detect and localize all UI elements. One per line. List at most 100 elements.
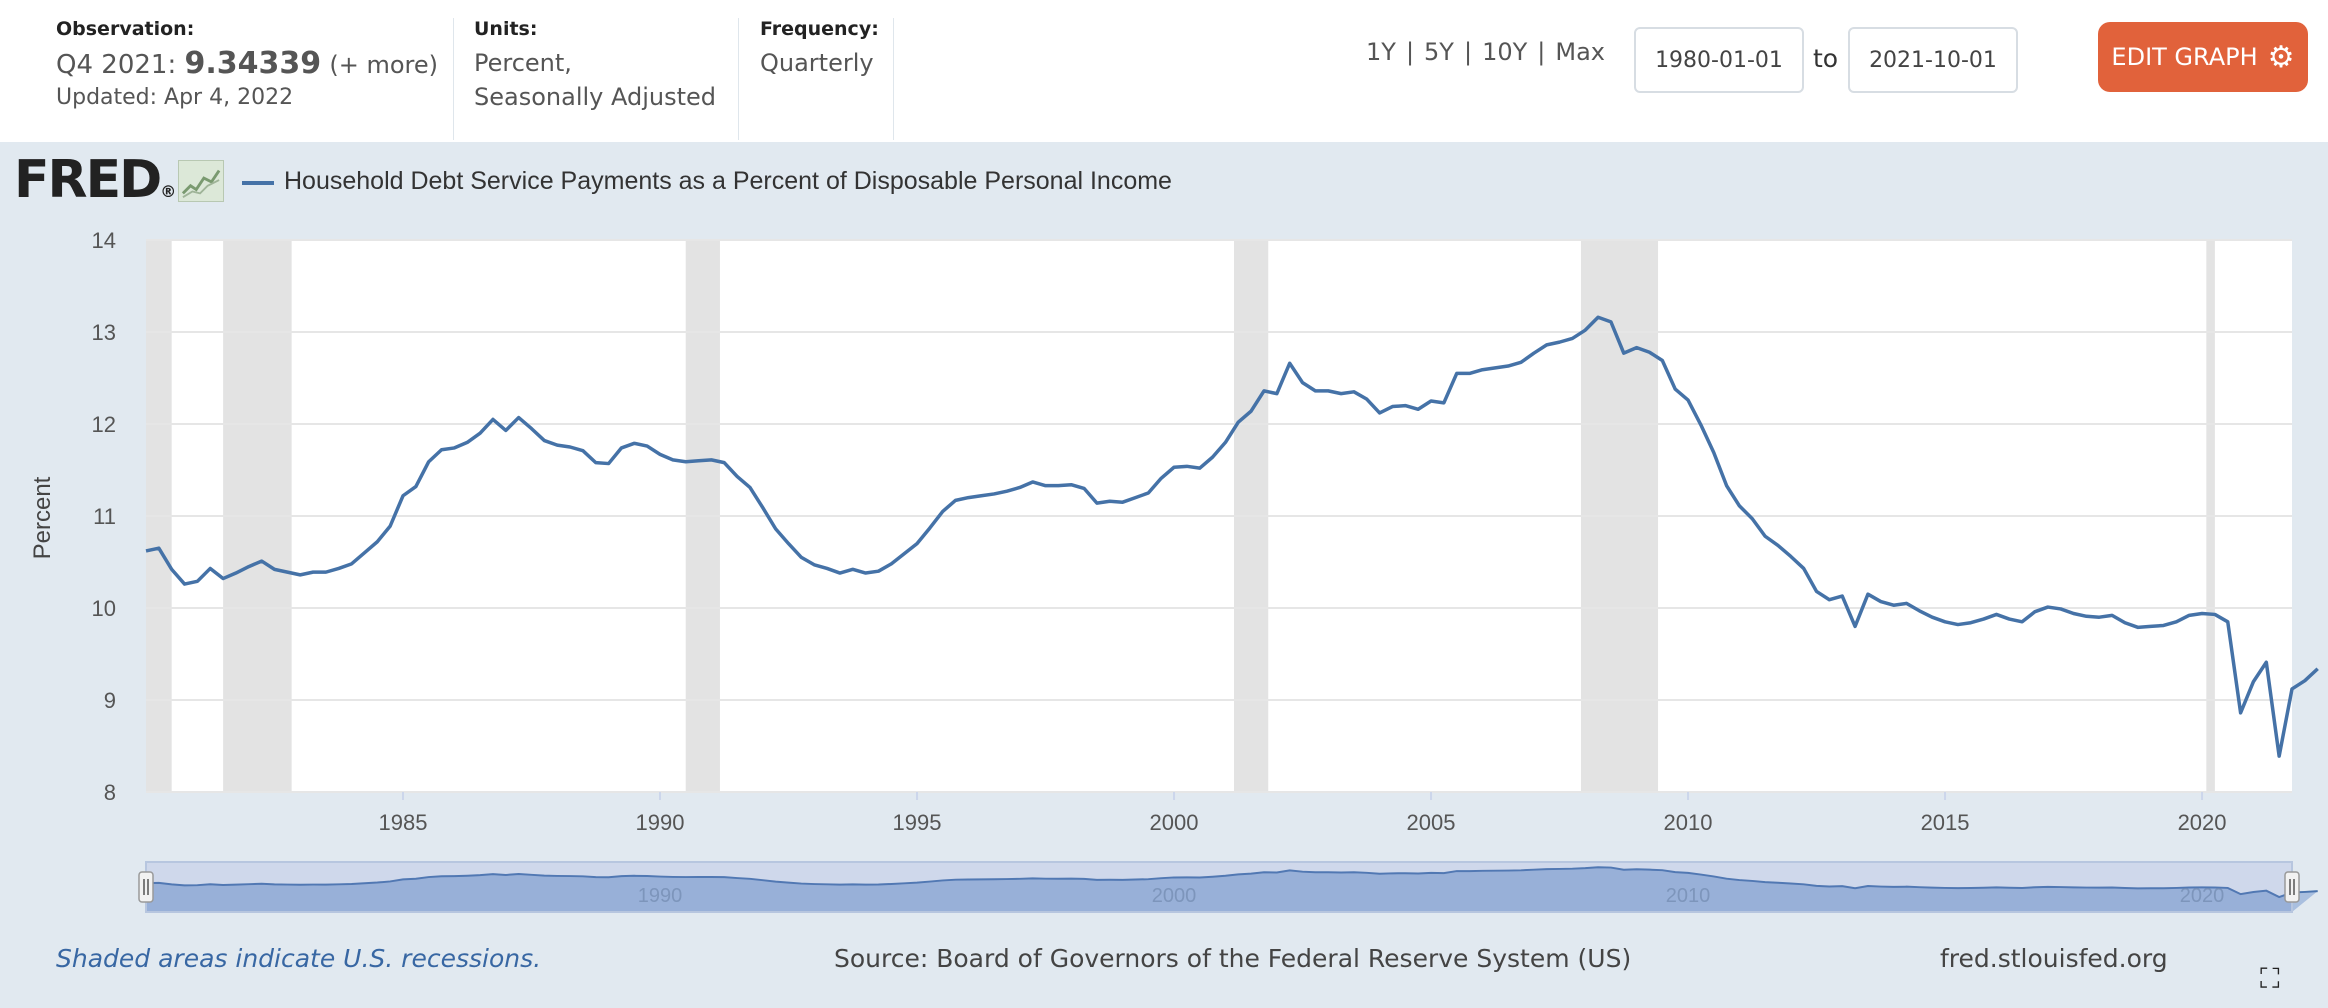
navigator-right-handle[interactable] — [2284, 871, 2300, 903]
site-link[interactable]: fred.stlouisfed.org — [1940, 944, 2168, 973]
observation-value: 9.34339 — [184, 46, 322, 81]
data-point — [1713, 451, 1715, 453]
data-point — [1468, 372, 1470, 374]
units-label: Units: — [474, 18, 538, 40]
data-point — [1327, 390, 1329, 392]
data-point — [1083, 487, 1085, 489]
navigator-left-handle[interactable] — [138, 871, 154, 903]
fred-logo[interactable]: FRED® — [14, 150, 176, 210]
data-point — [1533, 352, 1535, 354]
data-point — [620, 447, 622, 449]
data-point — [633, 442, 635, 444]
fred-graph-icon — [178, 160, 224, 202]
data-point — [2111, 614, 2113, 616]
recession-note: Shaded areas indicate U.S. recessions. — [56, 944, 542, 973]
data-point — [1044, 484, 1046, 486]
data-point — [1751, 518, 1753, 520]
data-point — [196, 580, 198, 582]
data-point — [1378, 412, 1380, 414]
data-point — [466, 441, 468, 443]
data-point — [1687, 399, 1689, 401]
navigator-line — [145, 866, 2318, 899]
data-point — [2059, 608, 2061, 610]
data-point — [1790, 555, 1792, 557]
data-point — [2317, 668, 2319, 670]
data-point — [428, 461, 430, 463]
data-point — [839, 572, 841, 574]
data-point — [248, 565, 250, 567]
y-tick-label: 14 — [92, 228, 116, 253]
gear-icon: ⚙ — [2267, 39, 2295, 75]
data-point — [1430, 400, 1432, 402]
data-point — [1237, 421, 1239, 423]
data-point — [1160, 477, 1162, 479]
data-point — [710, 459, 712, 461]
range-links: 1Y | 5Y | 10Y | Max — [1366, 38, 1605, 66]
updated-date: Updated: Apr 4, 2022 — [56, 85, 294, 110]
data-point — [723, 461, 725, 463]
data-point — [942, 510, 944, 512]
chart-title: Household Debt Service Payments as a Per… — [284, 167, 1172, 195]
data-point — [916, 542, 918, 544]
data-point — [685, 461, 687, 463]
data-point — [826, 567, 828, 569]
data-point — [222, 577, 224, 579]
x-tick-label: 2020 — [2178, 810, 2227, 835]
range-10y-link[interactable]: 10Y — [1482, 38, 1528, 66]
edit-graph-button[interactable]: EDIT GRAPH ⚙ — [2098, 22, 2308, 92]
range-5y-link[interactable]: 5Y — [1424, 38, 1454, 66]
units-line1: Percent, — [474, 49, 572, 77]
range-max-link[interactable]: Max — [1555, 38, 1605, 66]
data-point — [1841, 595, 1843, 597]
data-point — [1353, 391, 1355, 393]
data-point — [1173, 466, 1175, 468]
info-bar: Observation: Q4 2021: 9.34339 (+ more) U… — [0, 0, 2328, 142]
chart-svg: 8 9 10 11 12 13 14 1985 1990 1995 2000 2005 2010 2015… — [29, 228, 2319, 913]
range-1y-link[interactable]: 1Y — [1366, 38, 1396, 66]
data-point — [595, 461, 597, 463]
data-point — [517, 416, 519, 418]
data-point — [1867, 593, 1869, 595]
units-line2: Seasonally Adjusted — [474, 83, 717, 111]
data-point — [1648, 351, 1650, 353]
x-tick-label: 2005 — [1407, 810, 1456, 835]
data-point — [2021, 621, 2023, 623]
edit-graph-label: EDIT GRAPH — [2111, 43, 2258, 71]
data-point — [787, 542, 789, 544]
data-point — [774, 528, 776, 530]
data-point — [1006, 490, 1008, 492]
data-point — [402, 495, 404, 497]
data-point — [2072, 612, 2074, 614]
data-point — [1199, 467, 1201, 469]
data-point — [440, 449, 442, 451]
data-point — [209, 567, 211, 569]
more-link[interactable]: (+ more) — [329, 51, 439, 79]
series-line — [145, 315, 2319, 758]
end-date-input[interactable]: 2021-10-01 — [1848, 27, 2018, 93]
data-point — [235, 572, 237, 574]
data-point — [1070, 484, 1072, 486]
data-point — [2239, 712, 2241, 714]
data-point — [2304, 679, 2306, 681]
navigator[interactable]: 1990 2000 2010 2020 — [138, 861, 2318, 913]
start-date-input[interactable]: 1980-01-01 — [1634, 27, 1804, 93]
data-point — [325, 571, 327, 573]
legend-swatch — [242, 181, 274, 185]
data-point — [1558, 341, 1560, 343]
observation-block: Observation: Q4 2021: 9.34339 (+ more) U… — [56, 18, 438, 110]
data-point — [543, 439, 545, 441]
data-point — [530, 427, 532, 429]
data-point — [1391, 405, 1393, 407]
data-point — [2227, 621, 2229, 623]
data-point — [2278, 755, 2280, 757]
data-point — [1597, 316, 1599, 318]
data-point — [1211, 456, 1213, 458]
expand-icon[interactable]: ⛶ — [2260, 962, 2280, 995]
data-point — [582, 449, 584, 451]
data-point — [1764, 535, 1766, 537]
divider — [893, 18, 894, 140]
data-point — [569, 446, 571, 448]
data-point — [1880, 600, 1882, 602]
data-point — [697, 460, 699, 462]
data-point — [1340, 392, 1342, 394]
